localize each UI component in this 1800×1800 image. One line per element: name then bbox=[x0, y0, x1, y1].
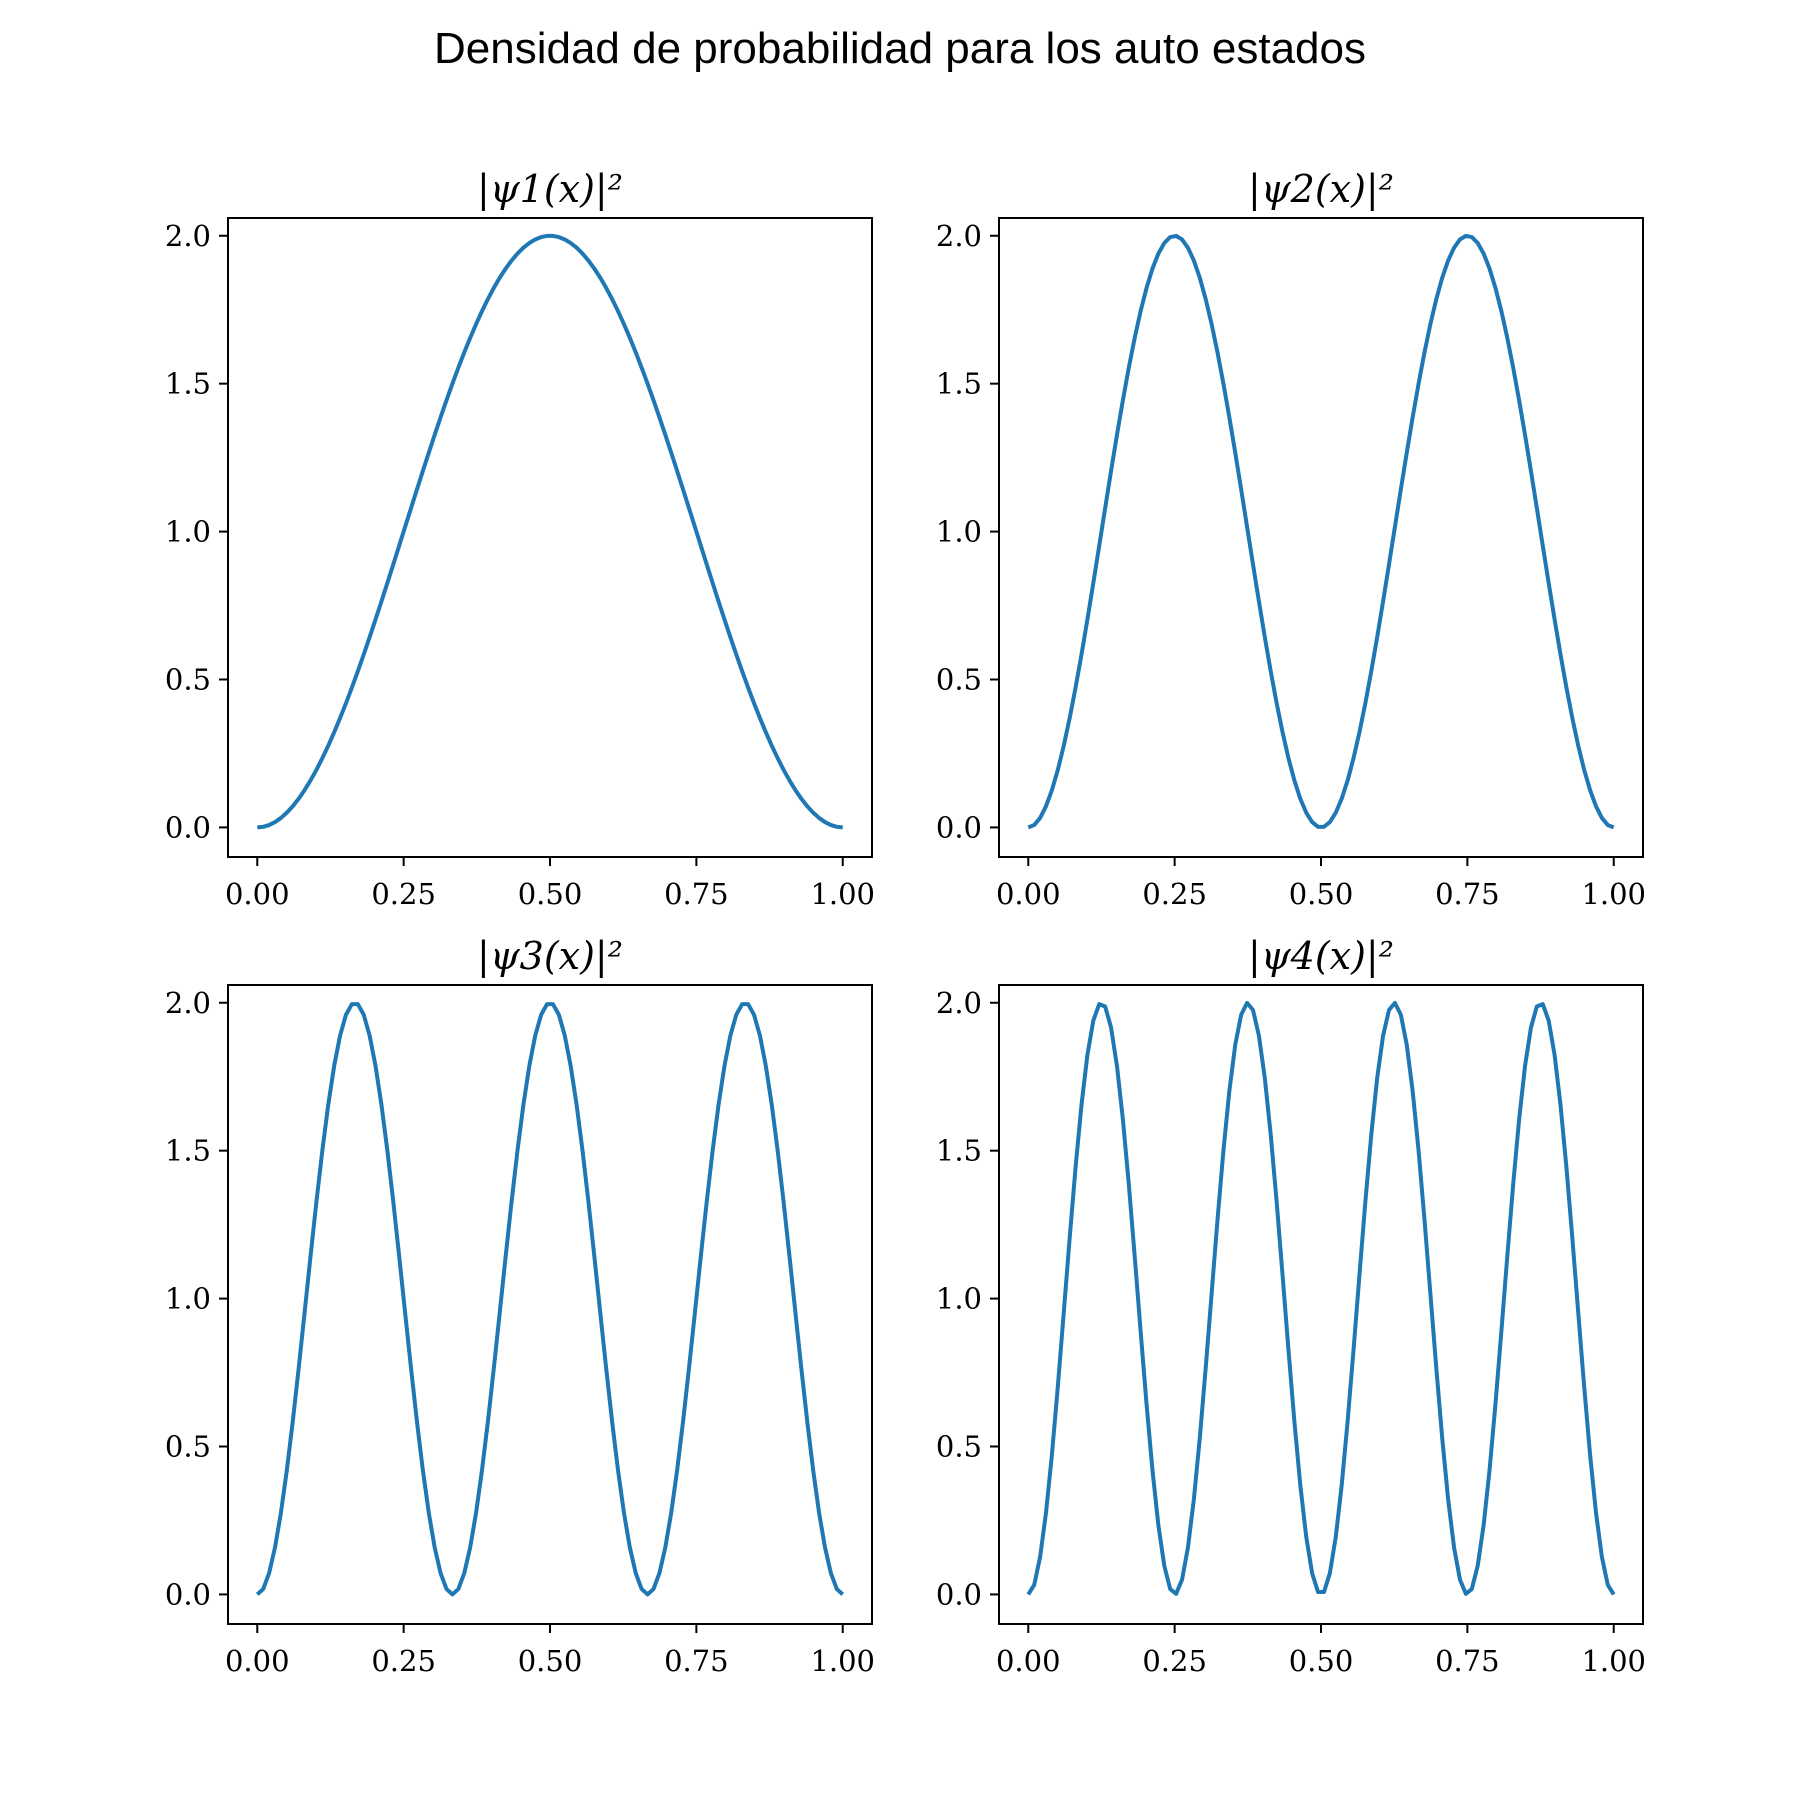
subplot-2: 0.00 0.25 0.50 0.75 1.00 0.0 0.5 1.0 1.5 2.0 |ψ2(x… bbox=[936, 167, 1646, 911]
y-tick-label: 0.5 bbox=[936, 663, 982, 697]
subplot-3: 0.00 0.25 0.50 0.75 1.00 0.0 0.5 1.0 1.5 2.0 |ψ3(x… bbox=[165, 934, 875, 1678]
y-tick-label: 0.0 bbox=[936, 1577, 982, 1611]
x-tick-label: 0.00 bbox=[225, 1644, 290, 1678]
x-tick-label: 0.75 bbox=[664, 1644, 729, 1678]
x-tick-label: 0.50 bbox=[1289, 877, 1354, 911]
axes-frame bbox=[998, 217, 1644, 858]
y-tick-label: 1.5 bbox=[936, 367, 982, 401]
x-tick-label: 1.00 bbox=[810, 877, 875, 911]
x-tick-label: 0.00 bbox=[996, 877, 1061, 911]
x-tick-label: 0.25 bbox=[1142, 1644, 1207, 1678]
y-tick-label: 2.0 bbox=[936, 219, 982, 253]
x-tick-label: 0.50 bbox=[518, 1644, 583, 1678]
density-curve-psi1 bbox=[257, 233, 843, 830]
x-tick-label: 0.75 bbox=[664, 877, 729, 911]
y-tick-label: 1.0 bbox=[165, 1282, 211, 1316]
x-tick-label: 0.25 bbox=[371, 877, 436, 911]
y-tick-label: 0.5 bbox=[165, 1430, 211, 1464]
y-tick-label: 2.0 bbox=[165, 986, 211, 1020]
x-tick-label: 1.00 bbox=[810, 1644, 875, 1678]
y-tick-label: 2.0 bbox=[936, 986, 982, 1020]
x-tick-label: 0.50 bbox=[518, 877, 583, 911]
x-tick-label: 0.00 bbox=[996, 1644, 1061, 1678]
y-tick-label: 0.5 bbox=[936, 1430, 982, 1464]
x-tick-label: 0.75 bbox=[1435, 877, 1500, 911]
y-tick-label: 1.5 bbox=[936, 1134, 982, 1168]
subplot-title: |ψ1(x)|² bbox=[477, 167, 623, 211]
density-curve-psi3 bbox=[255, 1002, 845, 1597]
y-tick-label: 1.5 bbox=[165, 367, 211, 401]
x-tick-label: 1.00 bbox=[1581, 1644, 1646, 1678]
x-tick-label: 0.75 bbox=[1435, 1644, 1500, 1678]
y-tick-label: 1.0 bbox=[936, 1282, 982, 1316]
y-tick-label: 0.0 bbox=[165, 1577, 211, 1611]
density-curve-psi2 bbox=[1027, 233, 1615, 830]
y-tick-label: 0.0 bbox=[936, 810, 982, 844]
subplot-title: |ψ2(x)|² bbox=[1248, 167, 1394, 211]
x-tick-label: 0.00 bbox=[225, 877, 290, 911]
axes-frame bbox=[227, 984, 873, 1625]
y-tick-label: 2.0 bbox=[165, 219, 211, 253]
density-curve-psi4 bbox=[1026, 1000, 1616, 1596]
y-tick-label: 0.0 bbox=[165, 810, 211, 844]
subplot-title: |ψ4(x)|² bbox=[1248, 934, 1394, 978]
axes-frame bbox=[998, 984, 1644, 1625]
axes-frame bbox=[227, 217, 873, 858]
y-tick-label: 1.0 bbox=[165, 515, 211, 549]
figure-suptitle: Densidad de probabilidad para los auto e… bbox=[434, 24, 1366, 73]
subplot-title: |ψ3(x)|² bbox=[477, 934, 623, 978]
x-tick-label: 0.50 bbox=[1289, 1644, 1354, 1678]
subplot-4: 0.00 0.25 0.50 0.75 1.00 0.0 0.5 1.0 1.5 2.0 |ψ4(x… bbox=[936, 934, 1646, 1678]
x-tick-label: 0.25 bbox=[371, 1644, 436, 1678]
y-tick-label: 1.5 bbox=[165, 1134, 211, 1168]
subplot-1: 0.00 0.25 0.50 0.75 1.00 0.0 0.5 1.0 1.5 2.0 |ψ1(x… bbox=[165, 167, 875, 911]
x-tick-label: 0.25 bbox=[1142, 877, 1207, 911]
y-tick-label: 1.0 bbox=[936, 515, 982, 549]
y-tick-label: 0.5 bbox=[165, 663, 211, 697]
x-tick-label: 1.00 bbox=[1581, 877, 1646, 911]
